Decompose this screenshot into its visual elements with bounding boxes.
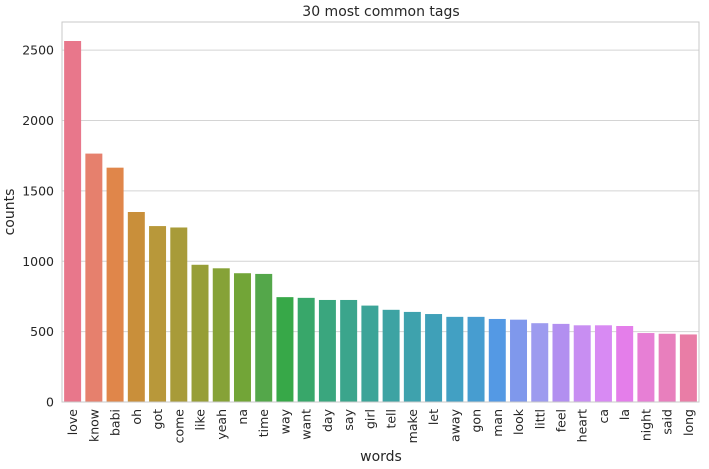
y-tick-label: 2000 [22,113,54,128]
bar-long [679,334,697,402]
bar-heart [573,325,591,402]
x-tick-label-ca: ca [596,409,611,424]
bar-want [297,297,315,402]
x-tick-label-say: say [341,408,356,430]
x-tick-label-look: look [511,408,526,435]
x-tick-label-got: got [150,409,165,430]
bar-day [318,299,336,402]
x-tick-label-day: day [320,408,335,432]
x-tick-label-heart: heart [575,409,590,442]
y-tick-label: 2500 [22,43,54,58]
bar-make [403,311,421,402]
bar-way [276,297,294,402]
x-tick-label-long: long [681,409,696,436]
bar-come [170,227,188,402]
x-tick-label-oh: oh [129,409,144,425]
y-axis-title: counts [2,189,18,236]
x-tick-label-time: time [256,409,271,438]
y-tick-labels: 0 500 1000 1500 2000 2500 [22,43,54,410]
x-tick-label-gon: gon [469,409,484,433]
x-tick-label-na: na [235,409,250,425]
x-tick-label-love: love [65,409,80,436]
bar-got [149,226,167,402]
bar-said [658,333,676,402]
bar-let [425,314,443,402]
x-tick-label-feel: feel [553,409,568,432]
x-tick-label-la: la [617,409,632,420]
bar-littl [531,323,549,402]
x-tick-labels: love know babi oh got come like yeah na time way wa… [65,408,696,443]
bar-feel [552,323,570,402]
y-tick-label: 1500 [22,183,54,198]
y-tick-label: 0 [46,395,54,410]
bar-say [340,299,358,402]
bar-know [85,153,103,402]
bar-na [233,273,251,402]
bar-la [616,326,634,402]
bar-love [64,41,82,402]
bar-like [191,264,209,402]
x-tick-label-make: make [405,409,420,444]
bar-gon [467,316,485,402]
y-tick-label: 500 [30,324,54,339]
bar-ca [594,325,612,402]
x-tick-label-night: night [638,409,653,441]
x-tick-label-let: let [426,409,441,425]
x-tick-label-girl: girl [362,409,377,429]
x-axis-title: words [360,449,402,465]
y-tick-label: 1000 [22,254,54,269]
x-tick-label-said: said [660,409,675,435]
x-tick-label-man: man [490,409,505,437]
x-tick-label-way: way [277,408,292,434]
bar-look [510,319,528,402]
plot-frame [61,21,700,403]
x-tick-label-know: know [86,409,101,442]
bar-babi [106,167,124,402]
x-tick-label-come: come [171,409,186,444]
x-tick-label-away: away [447,408,462,442]
x-tick-label-yeah: yeah [214,409,229,440]
bar-man [488,318,506,402]
x-tick-label-babi: babi [108,409,123,436]
x-tick-label-littl: littl [532,409,547,429]
bar-time [255,273,273,402]
bar-oh [127,212,145,402]
bars [64,41,697,402]
x-tick-label-like: like [193,409,208,431]
bar-yeah [212,268,230,402]
bar-away [446,316,464,402]
bar-girl [361,305,379,402]
chart-title: 30 most common tags [302,4,459,20]
bar-night [637,333,655,402]
x-tick-label-want: want [299,409,314,440]
bar-tell [382,309,400,402]
x-tick-label-tell: tell [384,409,399,429]
